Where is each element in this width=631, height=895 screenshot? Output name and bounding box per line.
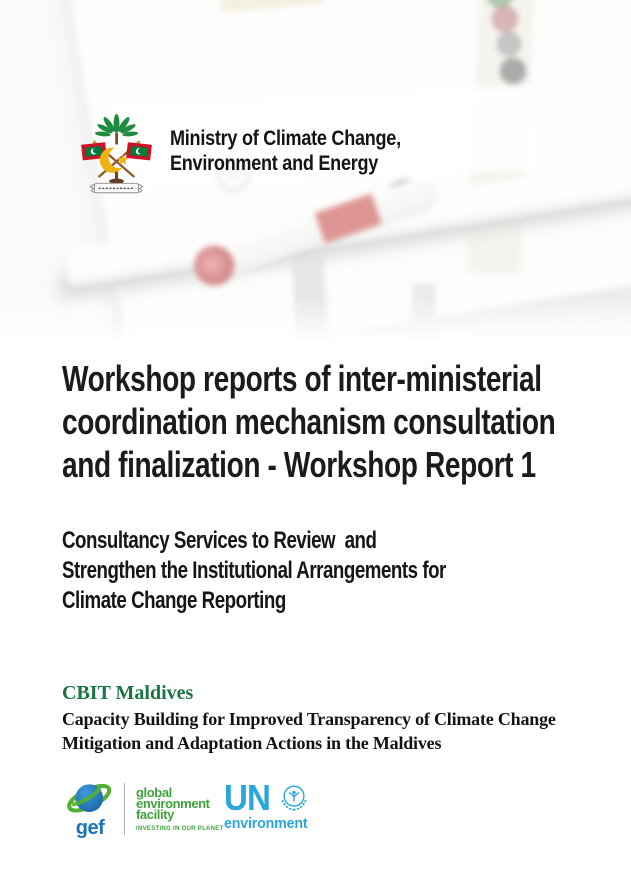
report-subtitle-line1: Consultancy Services to Review and bbox=[62, 527, 377, 554]
report-subtitle: Consultancy Services to Review and Stren… bbox=[62, 526, 446, 616]
program-description-line2: Mitigation and Adaptation Actions in the… bbox=[62, 733, 442, 753]
gef-tagline: INVESTING IN OUR PLANET bbox=[136, 826, 224, 832]
report-title: Workshop reports of inter-ministerial co… bbox=[62, 357, 556, 486]
photo-bottom-fade bbox=[0, 297, 631, 343]
report-subtitle-line3: Climate Change Reporting bbox=[62, 587, 286, 614]
gef-logo: gef global environment facility INVESTIN… bbox=[64, 777, 224, 839]
gef-acronym: gef bbox=[75, 817, 105, 839]
gef-wordmark-line3: facility bbox=[136, 807, 174, 822]
gef-wordmark-line2: environment bbox=[136, 796, 210, 811]
ministry-name: Ministry of Climate Change, Environment … bbox=[170, 126, 401, 176]
ministry-name-line1: Ministry of Climate Change, bbox=[170, 127, 401, 150]
gef-divider bbox=[124, 783, 125, 835]
program-description-line1: Capacity Building for Improved Transpare… bbox=[62, 709, 556, 729]
un-environment-logo: UN environment bbox=[224, 777, 312, 833]
photo-magnet-gray bbox=[497, 32, 521, 56]
report-title-line2: coordination mechanism consultation bbox=[62, 401, 556, 442]
un-logo-row: UN bbox=[224, 777, 312, 818]
gef-globe-mark: gef bbox=[64, 777, 116, 839]
report-title-line3: and finalization - Workshop Report 1 bbox=[62, 444, 536, 485]
photo-board-screw bbox=[217, 159, 249, 191]
cover-photo-shapes bbox=[0, 0, 631, 343]
program-name: CBIT Maldives bbox=[62, 682, 194, 704]
photo-magnet-red bbox=[492, 6, 518, 32]
photo-magnet-green bbox=[487, 0, 513, 8]
un-acronym: UN bbox=[224, 777, 271, 818]
gef-wordmark: global environment facility INVESTING IN… bbox=[136, 777, 224, 837]
un-name: environment bbox=[224, 815, 308, 832]
gef-globe-icon bbox=[67, 783, 112, 813]
program-description: Capacity Building for Improved Transpare… bbox=[62, 707, 556, 755]
unep-emblem-icon bbox=[281, 785, 307, 811]
report-title-line1: Workshop reports of inter-ministerial bbox=[62, 358, 542, 399]
photo-magnet-black bbox=[500, 58, 526, 84]
report-subtitle-line2: Strengthen the Institutional Arrangement… bbox=[62, 557, 446, 584]
maldives-emblem-icon bbox=[80, 114, 153, 203]
gef-wordmark-line1: global bbox=[136, 785, 172, 800]
ministry-name-line2: Environment and Energy bbox=[170, 152, 379, 175]
